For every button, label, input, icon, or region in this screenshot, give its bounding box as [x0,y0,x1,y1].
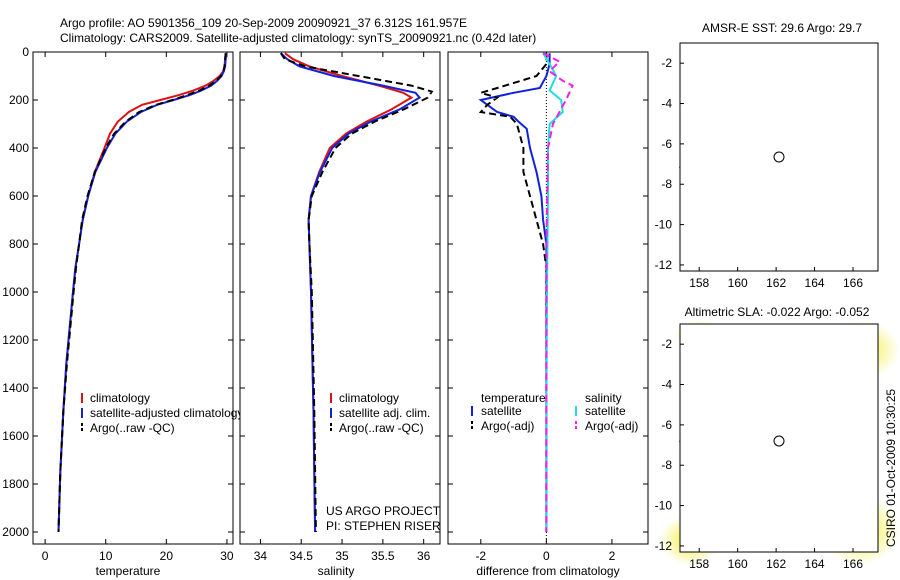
map-ytick-label: -10 [655,218,673,232]
map-ytick-label: -6 [661,418,672,432]
map-ytick-label: -2 [661,56,672,70]
map-sst-argo-marker [773,151,785,163]
ytick-label: 1000 [2,285,29,299]
map-xtick-label: 162 [766,276,786,290]
difference-lines [477,52,574,544]
temperature-xlabel: temperature [96,564,161,578]
ytick-label: 200 [9,93,29,107]
xtick-label: 34 [254,549,268,563]
figure-title-line-1: Argo profile: AO 5901356_109 20-Sep-2009… [60,16,467,30]
map-ytick-label: -4 [661,97,672,111]
ytick-label: 1800 [2,477,29,491]
xtick-label: 0 [42,549,49,563]
ytick-label: 0 [22,45,29,59]
legend-label: Argo(..raw -QC) [339,421,424,435]
difference-xlabel: difference from climatology [476,564,619,578]
temperature-axis: 0 10 20 30 [42,52,234,563]
series-line-satellite [478,53,551,532]
legend-label: Argo(..raw -QC) [90,421,175,435]
depth-axis: 0 200 400 600 800 1000 1200 1400 1600 1800 2000 [2,45,233,539]
map-xtick-label: 158 [689,276,709,290]
map-ytick-label: -12 [655,258,673,272]
credit-line-2: PI: STEPHEN RISER [326,519,441,533]
series-line-satellite [542,52,564,532]
map-sla-argo-marker [773,435,785,447]
ytick-label: 1400 [2,381,29,395]
legend-label: satellite-adjusted climatology [90,406,243,420]
difference-legend: temperaturesatelliteArgo(-adj)salinitysa… [471,391,638,433]
series-line-argo-adj- [477,53,548,532]
xtick-label: 36 [417,549,431,563]
legend-label: satellite adj. clim. [339,406,430,420]
side-timestamp-label: CSIRO 01-Oct-2009 10:30:25 [884,389,898,547]
map-xtick-label: 160 [728,276,748,290]
map-sla-axes: 158 160 162 164 166 -2 -4 -6 -8 -10 -12 [655,337,864,571]
xtick-label: 0 [543,549,550,563]
xtick-label: -2 [475,549,486,563]
difference-axis: -2 0 2 [448,51,648,563]
xtick-label: 35 [335,549,349,563]
map-sst-axes: 158 160 162 164 166 -2 -4 -6 -8 -10 -12 [655,56,864,290]
xtick-label: 20 [160,549,174,563]
ytick-label: 2000 [2,525,29,539]
xtick-label: 30 [220,549,234,563]
legend-header: salinity [585,391,622,405]
ytick-label: 1200 [2,333,29,347]
map-sla: Altimetric SLA: -0.022 Argo: -0.052 158 1… [655,305,900,571]
ytick-label: 600 [9,189,29,203]
map-ytick-label: -2 [661,337,672,351]
map-xtick-label: 164 [805,276,825,290]
temperature-lines [57,53,228,533]
salinity-lines [279,52,434,533]
series-line-argo-adj- [542,52,574,532]
map-ytick-label: -8 [661,177,672,191]
panel-difference: -2 0 2 temperaturesatelliteArgo(-adj)salin… [447,51,649,578]
map-xtick-label: 160 [728,557,748,571]
salinity-xlabel: salinity [318,564,355,578]
map-ytick-label: -4 [661,378,672,392]
credit-line-1: US ARGO PROJECT [326,504,441,518]
series-line-argo-raw-qc- [279,52,434,533]
map-xtick-label: 162 [766,557,786,571]
map-sst: AMSR-E SST: 29.6 Argo: 29.7 [655,21,879,290]
ytick-label: 800 [9,237,29,251]
legend-label: satellite [585,404,626,418]
map-xtick-label: 158 [689,557,709,571]
series-line-argo-raw-qc- [57,53,227,533]
xtick-label: 10 [99,549,113,563]
map-xtick-label: 166 [843,276,863,290]
map-xtick-label: 164 [805,557,825,571]
ytick-label: 400 [9,141,29,155]
xtick-label: 34.5 [290,549,314,563]
map-ytick-label: -12 [655,539,673,553]
legend-label: satellite [481,404,522,418]
legend-label: climatology [339,391,399,405]
map-xtick-label: 166 [843,557,863,571]
salinity-axis: 34 34.5 35 35.5 36 [240,51,440,563]
map-ytick-label: -10 [655,499,673,513]
map-ytick-label: -6 [661,137,672,151]
panel-temperature: 0 200 400 600 800 1000 1200 1400 1600 1800 2000 0 1… [2,45,243,578]
map-sla-title: Altimetric SLA: -0.022 Argo: -0.052 [685,305,870,319]
map-ytick-label: -8 [661,458,672,472]
legend-label: Argo(-adj) [585,419,638,433]
figure-title-line-2: Climatology: CARS2009. Satellite-adjuste… [60,31,536,45]
legend-header: temperature [481,391,546,405]
xtick-label: 2 [609,549,616,563]
xtick-label: 35.5 [371,549,395,563]
legend-label: climatology [90,391,150,405]
legend-label: Argo(-adj) [481,419,534,433]
map-sst-title: AMSR-E SST: 29.6 Argo: 29.7 [702,21,862,35]
ytick-label: 1600 [2,429,29,443]
